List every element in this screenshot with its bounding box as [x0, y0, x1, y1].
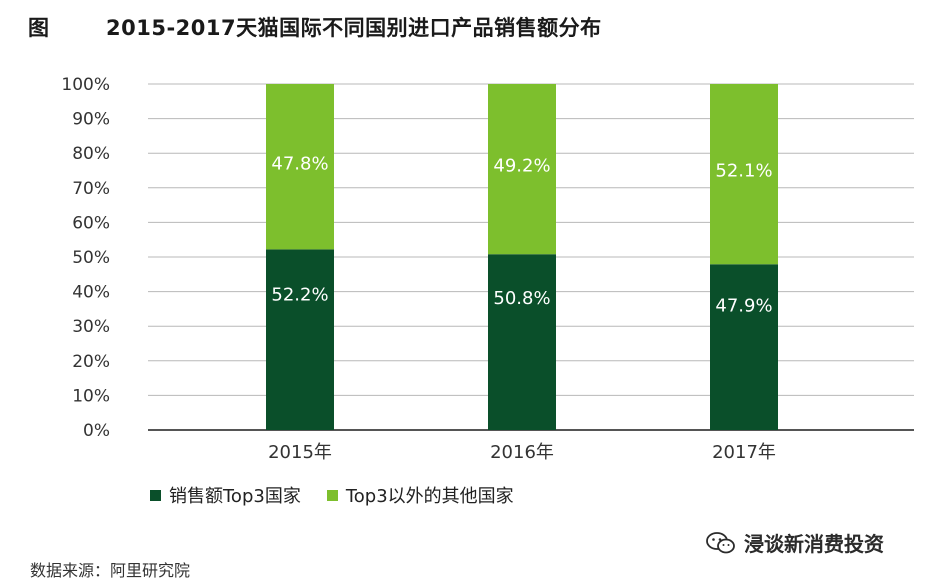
legend-swatch-top3	[150, 489, 161, 501]
legend-item-top3: 销售额Top3国家	[150, 482, 301, 508]
legend-label-top3: 销售额Top3国家	[169, 486, 301, 507]
y-tick-label: 80%	[72, 144, 110, 164]
x-tick-label: 2016年	[490, 442, 554, 463]
y-tick-label: 90%	[72, 110, 110, 130]
y-tick-label: 100%	[61, 75, 110, 95]
figure-label: 图	[28, 16, 49, 40]
y-tick-label: 0%	[83, 421, 110, 441]
data-label: 47.9%	[715, 296, 772, 317]
x-axis-ticks: 2015年 2016年 2017年	[268, 442, 776, 463]
data-label: 47.8%	[271, 153, 328, 174]
chart-title: 2015-2017天猫国际不同国别进口产品销售额分布	[106, 16, 602, 40]
bar-segment-top3	[266, 249, 334, 430]
x-tick-label: 2017年	[712, 442, 776, 463]
bar-segment-others	[710, 84, 778, 265]
watermark: 浸谈新消费投资	[706, 528, 884, 557]
y-axis-ticks: 0% 10% 20% 30% 40% 50% 60% 70% 80% 90% 100%	[61, 75, 110, 441]
x-tick-label: 2015年	[268, 442, 332, 463]
bar-segment-others	[488, 84, 556, 255]
bar-segment-top3	[488, 254, 556, 430]
y-tick-label: 70%	[72, 179, 110, 199]
y-tick-label: 50%	[72, 248, 110, 268]
data-label: 50.8%	[493, 288, 550, 309]
watermark-text: 浸谈新消费投资	[744, 532, 884, 556]
data-label: 52.1%	[715, 161, 772, 182]
bar-segment-top3	[710, 264, 778, 430]
source-note: 数据来源：阿里研究院	[30, 561, 191, 580]
data-label: 49.2%	[493, 156, 550, 177]
legend-swatch-others	[326, 489, 338, 501]
data-label: 52.2%	[271, 285, 328, 306]
wechat-icon	[706, 531, 735, 553]
bar-segment-others	[266, 84, 334, 250]
y-tick-label: 30%	[72, 317, 110, 337]
legend-item-others: Top3以外的其他国家	[326, 482, 514, 508]
y-tick-label: 10%	[72, 386, 110, 406]
legend: 销售额Top3国家 Top3以外的其他国家	[150, 482, 540, 508]
legend-label-others: Top3以外的其他国家	[345, 486, 514, 507]
y-tick-label: 20%	[72, 352, 110, 372]
y-tick-label: 40%	[72, 283, 110, 303]
y-tick-label: 60%	[72, 213, 110, 233]
bars: 52.2% 47.8% 50.8% 49.2% 47.9% 52.1%	[266, 84, 778, 430]
